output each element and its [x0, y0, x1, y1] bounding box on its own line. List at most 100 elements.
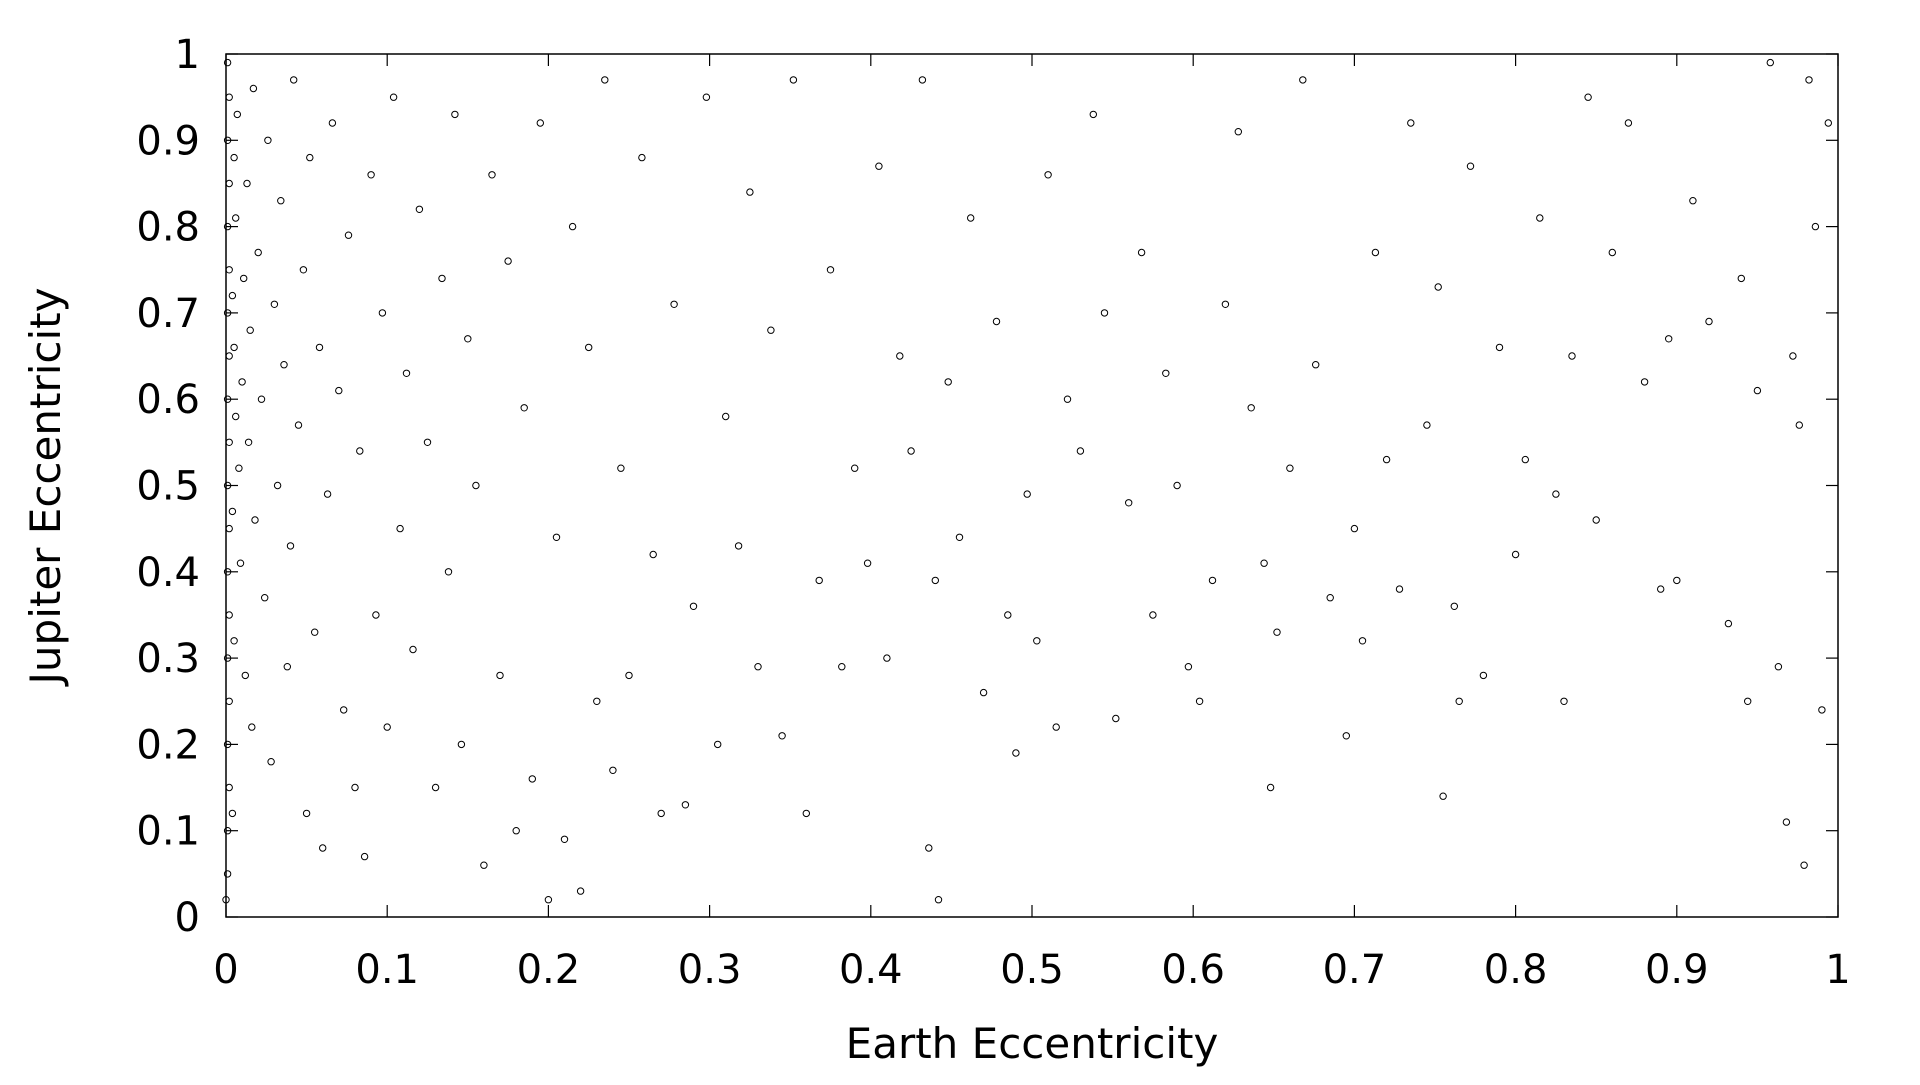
data-point: [1125, 499, 1133, 507]
data-point: [746, 188, 754, 196]
data-point: [225, 352, 233, 360]
data-point: [1044, 171, 1052, 179]
data-point: [1560, 697, 1568, 705]
y-tick-label: 0.9: [136, 118, 200, 164]
data-point: [496, 671, 504, 680]
data-point: [1824, 119, 1833, 127]
data-point: [383, 723, 391, 731]
data-point: [1466, 162, 1475, 170]
data-point: [992, 317, 1001, 326]
data-point: [1782, 818, 1791, 826]
x-tick-label: 0.1: [355, 947, 419, 993]
data-point: [1640, 378, 1649, 386]
data-point: [1395, 585, 1404, 593]
data-point: [1033, 637, 1041, 645]
y-tick-label: 1: [175, 32, 200, 78]
data-point: [1286, 464, 1294, 472]
data-point: [472, 481, 480, 490]
data-point: [931, 576, 939, 585]
x-tick-label: 0.9: [1645, 947, 1709, 993]
data-point: [754, 663, 762, 671]
data-point: [520, 404, 528, 412]
data-point: [431, 783, 440, 792]
data-point: [225, 179, 233, 188]
data-point: [1536, 214, 1544, 222]
data-point: [372, 611, 380, 619]
y-tick-label: 0.7: [136, 291, 200, 337]
data-point: [270, 300, 279, 308]
data-point: [1326, 594, 1334, 602]
data-point: [1495, 343, 1504, 352]
data-point: [315, 343, 324, 352]
data-point: [238, 378, 246, 386]
data-point: [286, 542, 295, 550]
data-point: [1624, 119, 1633, 127]
data-point: [1511, 550, 1520, 559]
data-point: [1149, 611, 1157, 619]
data-point: [273, 481, 282, 490]
data-point: [232, 214, 240, 222]
data-point: [1744, 697, 1752, 705]
data-point: [979, 688, 988, 697]
data-point: [1423, 421, 1431, 429]
data-point: [335, 386, 343, 395]
data-point: [244, 438, 253, 446]
data-point: [240, 274, 248, 283]
data-point: [1247, 404, 1255, 412]
data-point: [1063, 395, 1072, 403]
data-point: [689, 602, 698, 610]
data-point: [290, 76, 298, 84]
data-point: [389, 93, 398, 101]
data-point: [254, 248, 262, 257]
data-point: [319, 844, 327, 852]
data-point: [1724, 619, 1733, 628]
data-point: [1052, 723, 1060, 731]
data-point: [1753, 386, 1762, 395]
data-point: [1299, 76, 1307, 84]
data-point: [230, 153, 238, 162]
x-tick-label: 0.5: [1000, 947, 1064, 993]
data-point: [241, 671, 250, 680]
data-point: [396, 524, 404, 533]
y-tick-label: 0.3: [136, 636, 200, 682]
data-point: [576, 887, 585, 895]
data-point: [734, 542, 743, 550]
data-point: [1342, 732, 1351, 740]
x-tick-label: 0: [213, 947, 238, 993]
data-point: [1371, 248, 1380, 257]
data-point: [1273, 628, 1281, 636]
data-point: [225, 611, 233, 619]
data-point: [222, 896, 230, 904]
data-point: [907, 447, 915, 455]
data-point: [277, 197, 285, 205]
data-point: [625, 671, 633, 680]
data-point: [883, 654, 891, 662]
data-point: [223, 568, 232, 576]
data-point: [617, 464, 625, 472]
data-point: [228, 507, 237, 516]
data-point: [225, 524, 233, 533]
data-point: [283, 663, 291, 671]
data-point: [480, 861, 488, 869]
data-point: [1568, 352, 1576, 360]
y-tick-label: 0.6: [136, 377, 200, 423]
data-point: [340, 706, 348, 714]
data-point: [423, 438, 432, 446]
data-point: [1100, 309, 1109, 317]
data-point: [230, 637, 238, 645]
y-tick-label: 0: [175, 895, 200, 941]
data-point: [568, 222, 577, 231]
data-point: [409, 645, 417, 654]
data-point: [1221, 300, 1230, 308]
x-tick-label: 0.4: [839, 947, 903, 993]
data-point: [225, 783, 233, 792]
data-point: [1162, 369, 1170, 377]
data-point: [1789, 352, 1797, 360]
data-point: [223, 870, 232, 878]
data-point: [402, 369, 411, 377]
data-point: [1800, 861, 1808, 869]
data-point: [228, 809, 237, 818]
data-point: [302, 809, 311, 818]
